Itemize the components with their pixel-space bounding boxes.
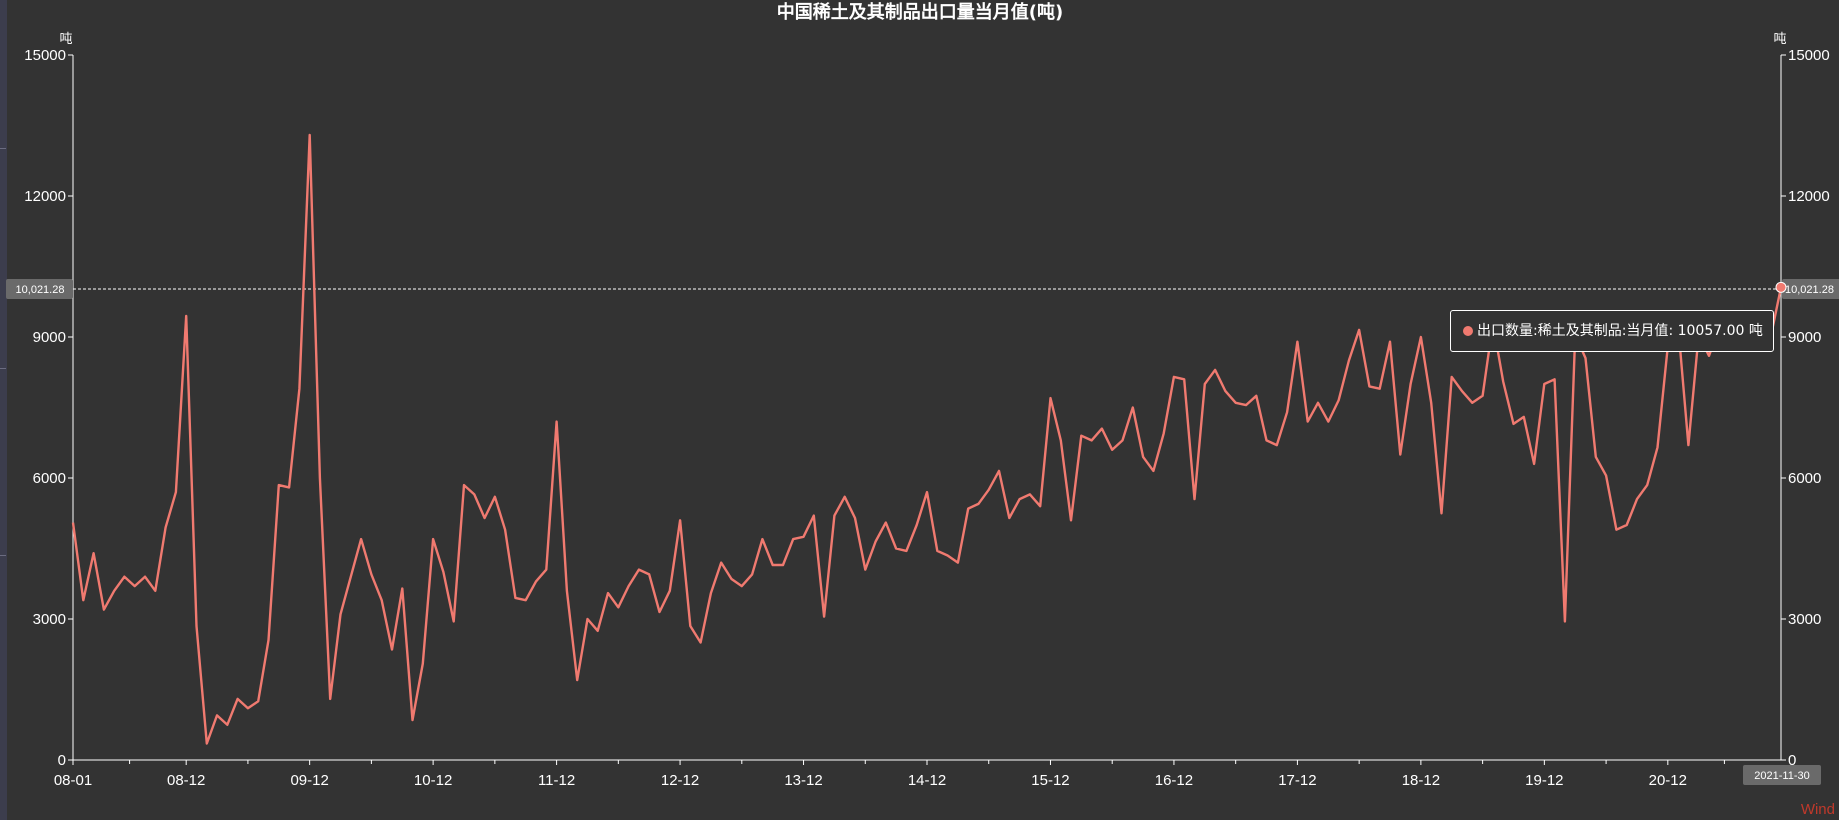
y-unit-left: 吨 — [59, 32, 72, 47]
series-line — [71, 133, 1783, 745]
y-tick-label-left: 9000 — [33, 329, 66, 346]
left-edge-strip — [0, 0, 7, 820]
x-tick-label: 18-12 — [1402, 772, 1440, 789]
x-tick-label: 20-12 — [1649, 772, 1687, 789]
y-tick-label-left: 6000 — [33, 470, 66, 487]
y-tick-label-right: 12000 — [1788, 188, 1830, 205]
x-tick-label: 08-12 — [167, 772, 205, 789]
y-tick-label-right: 9000 — [1788, 329, 1821, 346]
chart-title: 中国稀土及其制品出口量当月值(吨) — [777, 1, 1063, 23]
tooltip-unit: 吨 — [1748, 323, 1763, 339]
reference-tag-right: 10,021.28 — [1785, 284, 1834, 296]
x-tick-label: 19-12 — [1525, 772, 1563, 789]
wind-watermark: Wind — [1800, 801, 1835, 818]
reference-tag-left-box — [6, 278, 73, 299]
x-tick-label: 15-12 — [1031, 772, 1069, 789]
x-tick-label: 13-12 — [784, 772, 822, 789]
tooltip-series-dot — [1463, 326, 1473, 336]
x-tick-label: 10-12 — [414, 772, 452, 789]
y-unit-right: 吨 — [1773, 32, 1786, 47]
x-tick-label: 08-01 — [54, 772, 92, 789]
x-end-tag: 2021-11-30 — [1754, 770, 1809, 782]
hover-point — [1775, 281, 1787, 293]
y-tick-label-left: 0 — [58, 752, 66, 769]
x-tick-label: 11-12 — [538, 772, 575, 789]
y-tick-label-right: 6000 — [1788, 470, 1821, 487]
y-tick-label-left: 15000 — [24, 47, 66, 64]
x-tick-label: 14-12 — [908, 772, 946, 789]
x-tick-label: 12-12 — [661, 772, 699, 789]
tooltip-value: 10057.00 — [1677, 323, 1745, 339]
y-tick-label-right: 3000 — [1788, 611, 1821, 628]
x-tick-label: 09-12 — [290, 772, 328, 789]
reference-tag-left: 10,021.28 — [16, 284, 65, 296]
tooltip: 出口数量:稀土及其制品:当月值: 10057.00 吨 — [1450, 310, 1774, 352]
y-tick-label-left: 3000 — [33, 611, 66, 628]
y-tick-label-right: 0 — [1788, 752, 1796, 769]
y-tick-label-right: 15000 — [1788, 47, 1830, 64]
x-tick-label: 16-12 — [1155, 772, 1193, 789]
reference-tag-right-box — [1782, 279, 1839, 299]
y-tick-label-left: 12000 — [24, 188, 66, 205]
x-end-tag-box — [1743, 765, 1821, 785]
tooltip-label: 出口数量:稀土及其制品:当月值 — [1477, 323, 1669, 339]
x-tick-label: 17-12 — [1278, 772, 1316, 789]
